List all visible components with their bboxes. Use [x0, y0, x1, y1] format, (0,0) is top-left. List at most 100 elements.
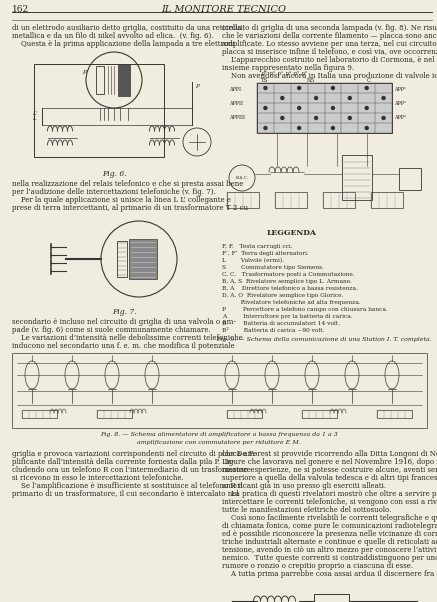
Text: triche industriali alternate e continue e quelle di reticolati ad alta: triche industriali alternate e continue … [222, 538, 437, 546]
Circle shape [348, 117, 351, 120]
Text: APPI: APPI [229, 87, 241, 92]
Text: B         Batteria di accumulatori 14 volt.: B Batteria di accumulatori 14 volt. [222, 321, 340, 326]
Text: APP³: APP³ [394, 115, 406, 120]
Text: C: C [367, 78, 371, 83]
Text: placca si inserisce infine il telefono, e così via, ove occorrenza.: placca si inserisce infine il telefono, … [222, 48, 437, 56]
Text: prese di terra intercettanti, al primario di un trasformatore T 2 cu: prese di terra intercettanti, al primari… [12, 204, 248, 212]
Text: amplificazione con commutatore per riduttore E M.: amplificazione con commutatore per ridut… [137, 440, 301, 445]
Text: Ligure che lavorava nel genere e nel Novembre 1916, dopo nu-: Ligure che lavorava nel genere e nel Nov… [222, 458, 437, 466]
Circle shape [365, 87, 368, 90]
Bar [342, 155, 372, 200]
Text: si ricevono in esso le intercettazioni telefoniche.: si ricevono in esso le intercettazioni t… [12, 474, 184, 482]
Circle shape [331, 126, 334, 129]
Text: griglia e provoca variazioni corrispondenti nel circuito di placca am-: griglia e provoca variazioni corrisponde… [12, 450, 257, 458]
Text: che De Forest si provvide ricorrendo alla Ditta Longoni di Novi: che De Forest si provvide ricorrendo all… [222, 450, 437, 458]
Circle shape [315, 117, 318, 120]
Bar [118, 64, 130, 96]
Text: Fig. 8. — Schema alimentatore di amplificatore a bassa frequenza da 1 a 3: Fig. 8. — Schema alimentatore di amplifi… [100, 432, 338, 437]
Text: IL MONITORE TECNICO: IL MONITORE TECNICO [162, 5, 287, 14]
Text: amplificate. Lo stesso avviene per una terza, nel cui circuito di: amplificate. Lo stesso avviene per una t… [222, 40, 437, 48]
Text: che le variazioni della corrente filamento — placca sono ancor più: che le variazioni della corrente filamen… [222, 32, 437, 40]
Text: tensione, avendo in ciò un altro mezzo per conoscere l’attività del: tensione, avendo in ciò un altro mezzo p… [222, 546, 437, 554]
Text: di un elettrodo ausiliario detto griglia, costituito da una reticella: di un elettrodo ausiliario detto griglia… [12, 24, 242, 32]
Text: D, A. O  Rivelatore semplice tipo Glorice.: D, A. O Rivelatore semplice tipo Glorice… [222, 293, 343, 298]
Circle shape [315, 96, 318, 99]
Text: Fig. 9. — Schema della comunicazione di una Station I. T. completa.: Fig. 9. — Schema della comunicazione di … [216, 337, 432, 342]
Text: circuito di griglia di una seconda lampada (v. fig. 8). Ne risulta: circuito di griglia di una seconda lampa… [222, 24, 437, 32]
Text: rumore o ronzio o crepitio proprio a ciascuna di esse.: rumore o ronzio o crepitio proprio a cia… [222, 562, 413, 570]
Circle shape [264, 126, 267, 129]
Bar [227, 410, 262, 418]
Text: La pratica di questi rivelatori mostrò che oltre a servire per: La pratica di questi rivelatori mostrò c… [222, 490, 437, 498]
Text: B²        Batteria di carica ~90 volt.: B² Batteria di carica ~90 volt. [222, 328, 325, 333]
Text: Così sono facilmente rivelabili le correnti telegrafiche e quelle: Così sono facilmente rivelabili le corre… [222, 514, 437, 522]
Text: nemico.  Tutte queste correnti si contraddistinguono per uno speciale: nemico. Tutte queste correnti si contrad… [222, 554, 437, 562]
Bar [257, 83, 392, 133]
Bar [323, 192, 355, 208]
Text: Le variazioni d’intensità nelle debolissime correnti telefoniche: Le variazioni d’intensità nelle deboliss… [12, 334, 243, 342]
Bar [275, 192, 307, 208]
Text: merose esperienze, ne si potesse costruire alcune, aventi sensibilità: merose esperienze, ne si potesse costrui… [222, 466, 437, 474]
Circle shape [281, 96, 284, 99]
Text: Per la quale applicazione si unisce la linea L L’ collegante e: Per la quale applicazione si unisce la l… [12, 196, 231, 204]
Text: S        Commutatore tipo Siemens.: S Commutatore tipo Siemens. [222, 265, 324, 270]
Text: plificante dall’intensità della corrente fornesta dalla pila P.  In-: plificante dall’intensità della corrente… [12, 458, 234, 466]
Circle shape [298, 107, 301, 110]
Bar [12, 353, 427, 428]
Bar [371, 192, 403, 208]
Text: APP²: APP² [394, 101, 406, 106]
Circle shape [298, 126, 301, 129]
Text: P: P [195, 84, 199, 89]
Text: LEGGENDA: LEGGENDA [267, 229, 317, 237]
Text: Fig. 7.: Fig. 7. [112, 308, 136, 316]
Text: superiore a quella della valvola tedesca e di altri tipi francesi ed: superiore a quella della valvola tedesca… [222, 474, 437, 482]
Text: P: P [82, 70, 86, 75]
Bar [96, 66, 104, 94]
Text: secondario è incluso nel circuito di griglia di una valvola o am-: secondario è incluso nel circuito di gri… [12, 318, 236, 326]
Text: metallica e da un filo di nikel avvolto ad elica.  (v. fig. 6).: metallica e da un filo di nikel avvolto … [12, 32, 214, 40]
Bar [97, 410, 132, 418]
Text: inducono nel secondario una f. e. m. che modifica il potenziale: inducono nel secondario una f. e. m. che… [12, 342, 235, 350]
Text: pade (v. fig. 6) come si suole communamente chiamare.: pade (v. fig. 6) come si suole communame… [12, 326, 211, 334]
Text: APPII: APPII [229, 101, 243, 106]
Text: per l’audizione delle intercettazioni telefoniche (v. fig. 7).: per l’audizione delle intercettazioni te… [12, 188, 216, 196]
Text: L’apparecchio costruito nel laboratorio di Cormona, è nel suo: L’apparecchio costruito nel laboratorio … [222, 56, 437, 64]
Text: ed è possibile riconoscere la presenza nelle vicinanze di correnti elet-: ed è possibile riconoscere la presenza n… [222, 530, 437, 538]
Text: di chiamata fonica, come pure le comunicazioni radiotelegrafiche,: di chiamata fonica, come pure le comunic… [222, 522, 437, 530]
Text: tutte le manifestazioni elettriche del sottosuolo.: tutte le manifestazioni elettriche del s… [222, 506, 392, 514]
Bar [399, 168, 421, 190]
Circle shape [348, 96, 351, 99]
Text: L': L' [32, 111, 37, 116]
Text: nella realizzazione del relais telefonico e che si presta assai bene: nella realizzazione del relais telefonic… [12, 180, 243, 188]
Text: L        Valvole (ermi).: L Valvole (ermi). [222, 258, 284, 263]
Text: A         Interruttore per la batteria di carica.: A Interruttore per la batteria di carica… [222, 314, 353, 319]
Text: p¹  p²  p³  p⁴  p⁵  p⁶: p¹ p² p³ p⁴ p⁵ p⁶ [262, 71, 307, 76]
Text: Se l’amplificazione è insufficiente si sostituisce al telefono R il: Se l’amplificazione è insufficiente si s… [12, 482, 243, 490]
Text: cludendo ora un telefono R con l’intermediario di un trasformatore: cludendo ora un telefono R con l’interme… [12, 466, 251, 474]
Circle shape [382, 96, 385, 99]
Text: B.A.C.: B.A.C. [236, 176, 249, 180]
Text: F’, F’  Terra degli alternatori.: F’, F’ Terra degli alternatori. [222, 251, 309, 256]
Text: 162: 162 [12, 5, 29, 14]
Circle shape [281, 117, 284, 120]
Text: B, A, S  Rivelatore semplice tipo L. Armano.: B, A, S Rivelatore semplice tipo L. Arma… [222, 279, 352, 284]
Text: Questa è la prima applicazione della lampada a tre elettrodi: Questa è la prima applicazione della lam… [12, 40, 235, 48]
Circle shape [331, 87, 334, 90]
Text: C, C.   Trasformatore posti a Commutazione.: C, C. Trasformatore posti a Commutazione… [222, 272, 354, 277]
Circle shape [298, 87, 301, 90]
Bar [117, 241, 127, 277]
Bar [34, 64, 164, 157]
Text: N5: N5 [307, 78, 315, 83]
Text: B, A    Direttore telefonico a bassa resistenza.: B, A Direttore telefonico a bassa resist… [222, 286, 358, 291]
Text: americani già in uso presso gli eserciti alleati.: americani già in uso presso gli eserciti… [222, 482, 386, 490]
Text: primario di un trasformatore, il cui secondario è intercalato nel: primario di un trasformatore, il cui sec… [12, 490, 239, 498]
Bar [377, 410, 412, 418]
Circle shape [382, 117, 385, 120]
Text: TS: TS [260, 78, 267, 83]
Circle shape [264, 107, 267, 110]
Bar [314, 594, 349, 602]
Text: Non avendosi ancora in Italia una produzione di valvole ioni-: Non avendosi ancora in Italia una produz… [222, 72, 437, 80]
Text: A tutta prima parrebbe cosa assai ardua il discernere fra que-: A tutta prima parrebbe cosa assai ardua … [222, 570, 437, 578]
Text: APP¹: APP¹ [394, 87, 406, 92]
Text: APPIII: APPIII [229, 115, 245, 120]
